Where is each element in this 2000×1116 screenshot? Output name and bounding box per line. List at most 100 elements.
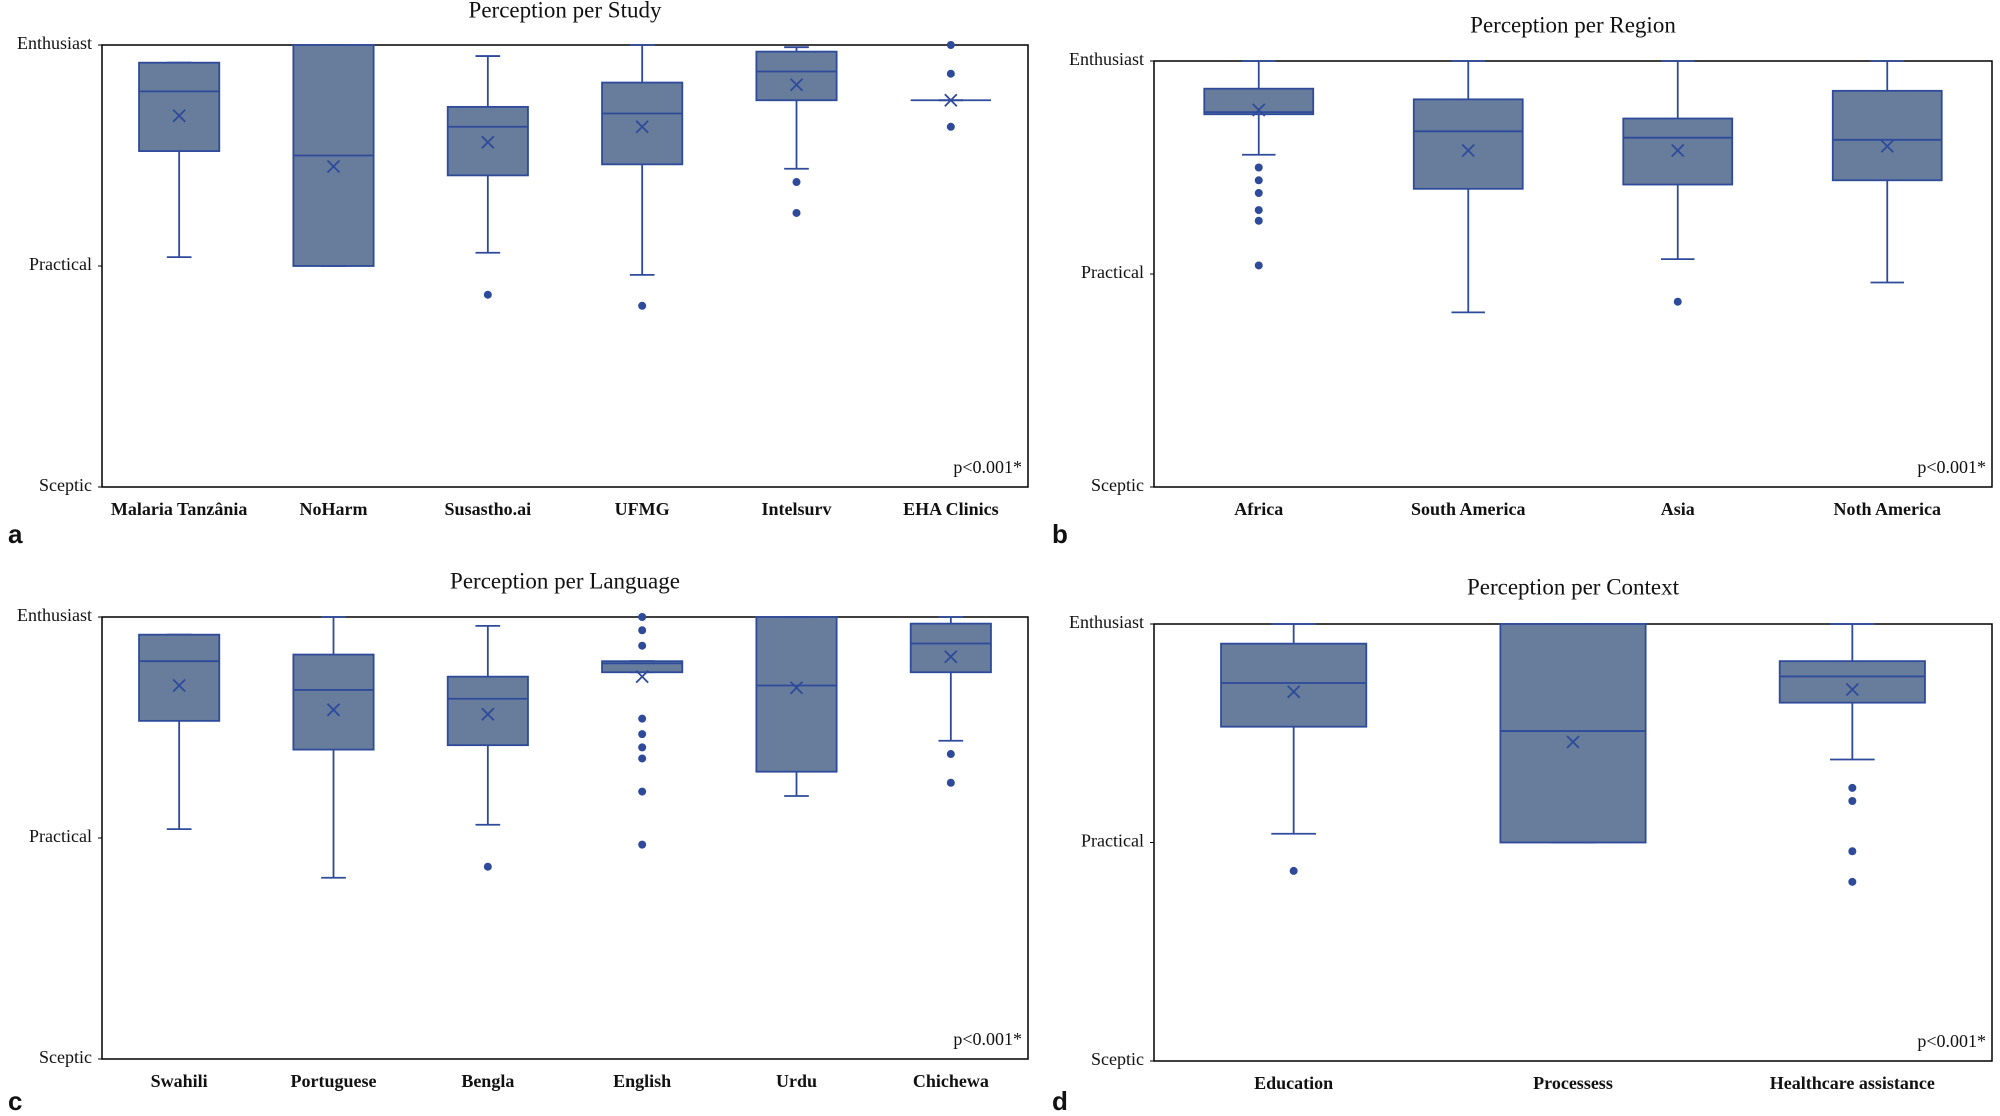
mean-marker — [635, 670, 649, 684]
panel-label: d — [1052, 1086, 1068, 1116]
mean-marker — [1566, 735, 1580, 749]
panel-label: c — [8, 1086, 22, 1116]
y-tick-label: Sceptic — [1091, 1049, 1144, 1069]
box — [138, 61, 221, 152]
box — [755, 50, 838, 102]
mean-marker — [789, 78, 804, 92]
x-tick-label: Intelsurv — [761, 499, 831, 519]
outlier — [638, 626, 647, 635]
outlier — [638, 730, 647, 739]
outlier — [946, 69, 955, 78]
x-tick-label: Swahili — [151, 1071, 208, 1091]
y-tick-label: Practical — [29, 826, 92, 846]
mean-marker — [1287, 685, 1301, 699]
annotation: p<0.001* — [1917, 457, 1986, 477]
mean-marker — [1671, 143, 1685, 158]
outlier — [1673, 297, 1682, 306]
x-tick-label: NoHarm — [300, 499, 368, 519]
y-tick-label: Practical — [1081, 831, 1144, 851]
outlier — [946, 750, 955, 759]
outlier — [638, 641, 647, 650]
box — [1220, 642, 1368, 728]
y-tick-label: Enthusiast — [17, 605, 92, 625]
mean-marker — [944, 650, 958, 664]
x-tick-label: Portuguese — [291, 1071, 377, 1091]
outlier — [638, 613, 647, 621]
mean-marker — [1845, 682, 1859, 697]
annotation: p<0.001* — [1917, 1031, 1986, 1051]
plot-frame — [101, 44, 1029, 488]
outlier — [946, 778, 955, 787]
x-tick-label: EHA Clinics — [903, 499, 999, 519]
mean-marker — [326, 159, 341, 174]
outlier — [1254, 176, 1263, 185]
x-tick-label: Malaria Tanzânia — [111, 499, 248, 519]
mean-marker — [789, 681, 804, 695]
panel-label: b — [1052, 519, 1068, 549]
y-tick-label: Enthusiast — [1069, 49, 1144, 69]
annotation: p<0.001* — [953, 1029, 1022, 1049]
chart-title: Perception per Language — [450, 568, 680, 593]
outlier — [638, 301, 647, 310]
plot-frame — [101, 616, 1029, 1060]
x-tick-label: Bengla — [461, 1071, 514, 1091]
panel-label: a — [8, 519, 23, 549]
outlier — [638, 714, 647, 723]
box — [909, 622, 992, 674]
box — [138, 633, 221, 722]
y-tick-label: Practical — [1081, 262, 1144, 282]
outlier — [792, 208, 801, 217]
chart-title: Perception per Context — [1467, 574, 1680, 599]
mean-marker — [1461, 143, 1475, 158]
mean-marker — [481, 707, 495, 721]
outlier — [483, 862, 492, 871]
box — [292, 653, 375, 751]
x-tick-label: Noth America — [1834, 499, 1941, 519]
outlier — [1848, 847, 1857, 856]
mean-marker — [944, 93, 958, 107]
box — [1499, 623, 1647, 844]
y-tick-label: Enthusiast — [1069, 612, 1144, 632]
box — [446, 675, 529, 747]
mean-marker — [481, 135, 495, 149]
outlier — [1289, 866, 1298, 875]
box — [1831, 89, 1943, 182]
x-tick-label: South America — [1411, 499, 1526, 519]
outlier — [483, 290, 492, 299]
y-tick-label: Enthusiast — [17, 33, 92, 53]
y-tick-label: Sceptic — [39, 475, 92, 495]
box — [601, 660, 684, 674]
outlier — [1848, 796, 1857, 805]
y-tick-label: Sceptic — [1091, 475, 1144, 495]
mean-marker — [172, 109, 186, 123]
box — [1778, 660, 1926, 704]
outlier — [638, 787, 647, 796]
x-tick-label: Susastho.ai — [445, 499, 532, 519]
mean-marker — [635, 120, 649, 134]
box — [601, 81, 684, 166]
chart-title: Perception per Study — [469, 0, 662, 22]
outlier — [1848, 877, 1857, 886]
mean-marker — [172, 678, 186, 693]
annotation: p<0.001* — [953, 457, 1022, 477]
outlier — [1254, 189, 1263, 198]
outlier — [1254, 216, 1263, 225]
box — [755, 616, 838, 773]
mean-marker — [326, 703, 341, 717]
outlier — [1254, 206, 1263, 215]
x-tick-label: UFMG — [615, 499, 670, 519]
x-tick-label: Processess — [1533, 1073, 1613, 1093]
x-tick-label: Urdu — [776, 1071, 817, 1091]
x-tick-label: Chichewa — [913, 1071, 989, 1091]
box — [1412, 98, 1524, 190]
outlier — [1848, 783, 1857, 792]
outlier — [638, 743, 647, 752]
outlier — [1254, 163, 1263, 172]
mean-marker — [1880, 139, 1894, 153]
outlier — [946, 122, 955, 131]
y-tick-label: Practical — [29, 254, 92, 274]
x-tick-label: Education — [1254, 1073, 1333, 1093]
chart-title: Perception per Region — [1470, 12, 1676, 37]
y-tick-label: Sceptic — [39, 1047, 92, 1067]
